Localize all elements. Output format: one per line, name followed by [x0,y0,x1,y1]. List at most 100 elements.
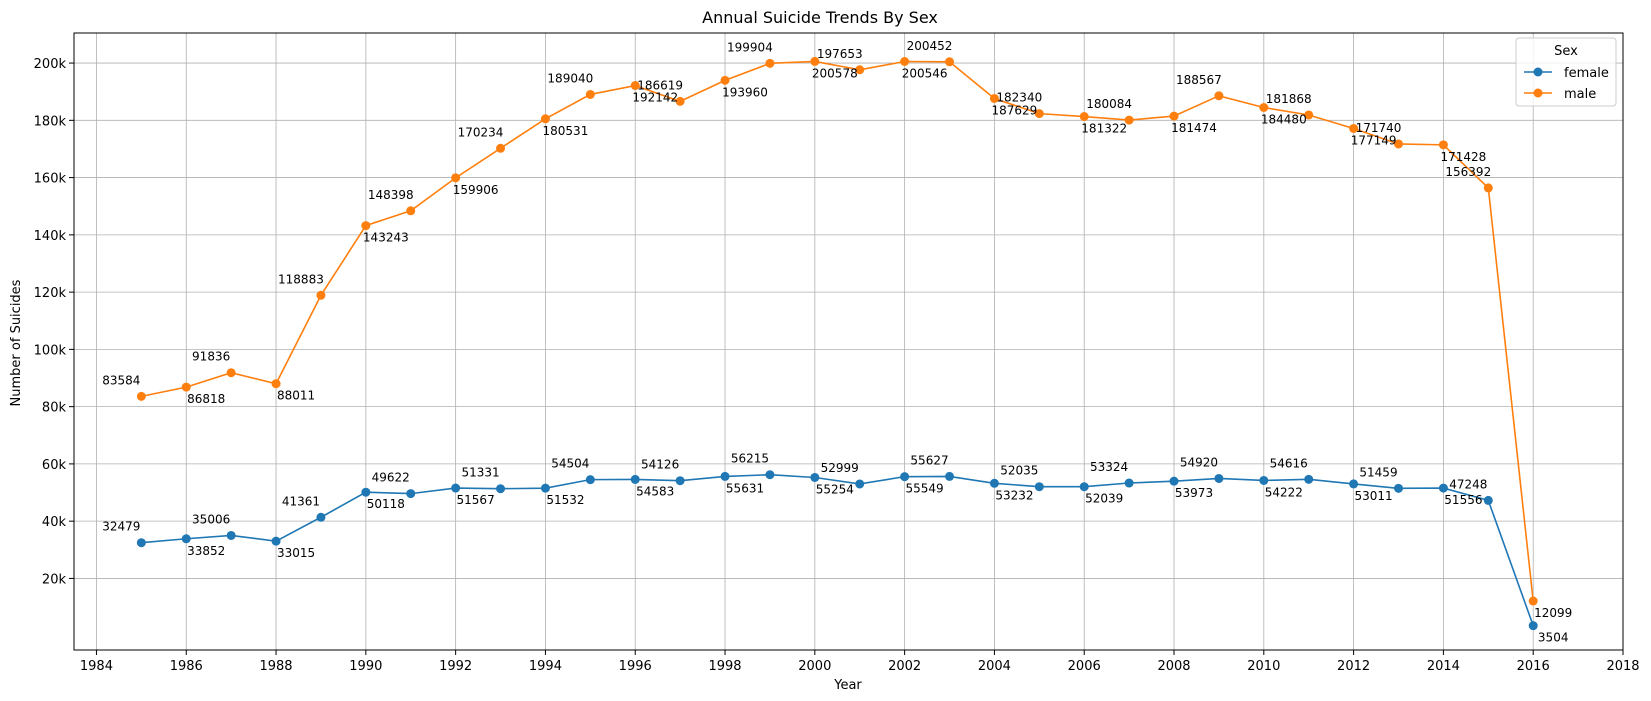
data-label-male: 186619 [637,78,683,92]
data-point-male [451,173,461,183]
x-tick-label: 1992 [439,659,472,674]
data-point-female [361,487,371,497]
x-tick-label: 1986 [170,659,203,674]
plot-frame [73,32,1624,651]
data-point-female [271,536,281,546]
data-label-female: 54616 [1270,456,1308,470]
grid [74,33,1624,650]
data-point-female [316,512,326,522]
data-label-female: 3504 [1538,631,1569,645]
data-point-male [585,89,595,99]
x-tick-label: 2018 [1606,659,1639,674]
x-tick-label: 1984 [80,659,113,674]
data-label-male: 171428 [1440,150,1486,164]
data-label-female: 51556 [1444,493,1482,507]
data-label-male: 159906 [453,183,499,197]
data-label-male: 86818 [187,392,225,406]
legend-label-female: female [1564,66,1609,81]
data-label-male: 187629 [992,103,1038,117]
data-point-male [540,114,550,124]
data-point-male [181,382,191,392]
data-label-female: 55549 [906,482,944,496]
data-label-female: 52039 [1085,492,1123,506]
data-label-female: 53973 [1175,486,1213,500]
legend-marker-male [1533,88,1543,98]
y-tick-label: 80k [42,401,67,416]
data-label-male: 180084 [1086,97,1132,111]
data-point-female [720,471,730,481]
x-tick-label: 1988 [259,659,292,674]
x-axis: 1984 1986 1988 1990 1992 1994 1996 1998 2000 2002… [80,650,1640,674]
data-label-female: 55254 [816,482,854,496]
data-point-female [136,538,146,548]
data-point-female [1169,476,1179,486]
data-label-female: 54583 [636,484,674,498]
data-point-female [900,472,910,482]
legend-title: Sex [1554,44,1578,59]
data-label-male: 192142 [632,91,678,105]
x-tick-label: 2002 [888,659,921,674]
data-point-female [451,483,461,493]
data-label-male: 143243 [363,231,409,245]
y-tick-label: 100k [34,343,67,358]
data-point-male [720,75,730,85]
data-label-female: 33015 [277,546,315,560]
data-label-male: 88011 [277,389,315,403]
data-point-male [810,56,820,66]
y-axis-label: Number of Suicides [9,279,24,406]
data-label-male: 171740 [1356,121,1402,135]
data-point-male [1079,112,1089,122]
data-label-male: 12099 [1534,606,1572,620]
data-point-male [855,65,865,75]
data-point-male [989,93,999,103]
data-point-male [1528,596,1538,606]
data-point-female [1528,621,1538,631]
data-point-female [1304,474,1314,484]
data-label-male: 181474 [1171,121,1217,135]
x-tick-label: 2004 [978,659,1011,674]
data-label-male: 200546 [902,66,948,80]
x-tick-label: 1996 [619,659,652,674]
data-label-female: 47248 [1449,477,1487,491]
legend-label-male: male [1564,87,1596,102]
data-label-female: 33852 [187,544,225,558]
data-point-female [585,475,595,485]
x-tick-label: 1994 [529,659,562,674]
data-label-male: 177149 [1351,133,1397,147]
data-label-male: 189040 [547,71,593,85]
data-point-male [1034,109,1044,119]
data-label-male: 200452 [907,39,953,53]
data-point-male [496,143,506,153]
x-tick-label: 2000 [798,659,831,674]
data-point-female [989,478,999,488]
data-label-male: 156392 [1445,165,1491,179]
data-label-female: 53232 [995,488,1033,502]
data-point-male [1214,91,1224,101]
data-point-male [1483,183,1493,193]
data-point-female [1259,475,1269,485]
data-label-female: 49622 [372,471,410,485]
y-tick-label: 20k [42,572,67,587]
data-point-male [316,290,326,300]
data-point-female [1079,482,1089,492]
data-label-female: 50118 [367,497,405,511]
data-label-male: 181322 [1081,122,1127,136]
data-point-male [1124,115,1134,125]
data-point-male [765,58,775,68]
series-line-male [141,60,1534,602]
data-label-male: 170234 [458,125,504,139]
data-point-male [406,206,416,216]
data-label-female: 52999 [821,461,859,475]
data-label-female: 53011 [1355,489,1393,503]
data-label-female: 55631 [726,481,764,495]
data-point-female [496,484,506,494]
x-axis-label: Year [833,678,862,693]
data-label-female: 51532 [546,493,584,507]
x-tick-label: 2010 [1247,659,1280,674]
data-point-male [136,391,146,401]
y-tick-label: 120k [34,286,67,301]
data-label-female: 51567 [457,493,495,507]
data-point-male [1394,139,1404,149]
data-label-male: 180531 [543,124,589,138]
